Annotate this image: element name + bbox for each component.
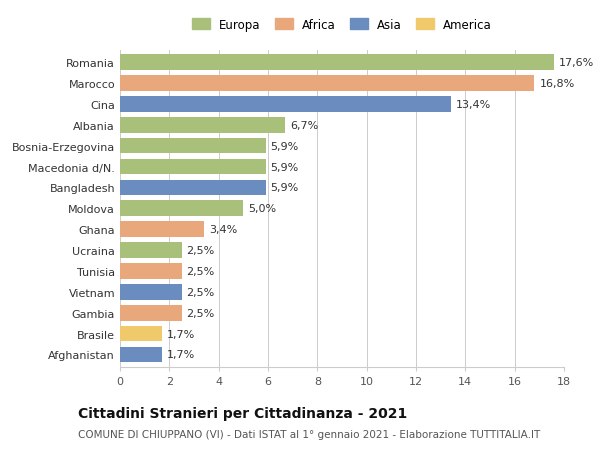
Bar <box>120 222 204 237</box>
Bar <box>120 55 554 71</box>
Text: 5,9%: 5,9% <box>271 183 299 193</box>
Bar <box>120 243 182 258</box>
Bar <box>120 118 285 133</box>
Bar <box>120 159 266 175</box>
Text: 17,6%: 17,6% <box>559 58 595 68</box>
Text: 5,0%: 5,0% <box>248 204 277 214</box>
Bar <box>120 285 182 300</box>
Text: 13,4%: 13,4% <box>455 100 491 110</box>
Text: 1,7%: 1,7% <box>167 350 195 360</box>
Bar <box>120 97 451 112</box>
Bar <box>120 76 535 92</box>
Text: 5,9%: 5,9% <box>271 162 299 172</box>
Text: 5,9%: 5,9% <box>271 141 299 151</box>
Text: 3,4%: 3,4% <box>209 225 237 235</box>
Text: Cittadini Stranieri per Cittadinanza - 2021: Cittadini Stranieri per Cittadinanza - 2… <box>78 406 407 420</box>
Text: 6,7%: 6,7% <box>290 121 319 130</box>
Text: 16,8%: 16,8% <box>539 79 575 89</box>
Bar <box>120 326 162 341</box>
Legend: Europa, Africa, Asia, America: Europa, Africa, Asia, America <box>188 15 496 35</box>
Bar <box>120 180 266 196</box>
Bar <box>120 305 182 321</box>
Text: 2,5%: 2,5% <box>187 308 215 318</box>
Text: COMUNE DI CHIUPPANO (VI) - Dati ISTAT al 1° gennaio 2021 - Elaborazione TUTTITAL: COMUNE DI CHIUPPANO (VI) - Dati ISTAT al… <box>78 429 540 439</box>
Text: 2,5%: 2,5% <box>187 287 215 297</box>
Bar <box>120 263 182 279</box>
Text: 1,7%: 1,7% <box>167 329 195 339</box>
Text: 2,5%: 2,5% <box>187 266 215 276</box>
Text: 2,5%: 2,5% <box>187 246 215 256</box>
Bar <box>120 139 266 154</box>
Bar <box>120 347 162 363</box>
Bar <box>120 201 244 217</box>
